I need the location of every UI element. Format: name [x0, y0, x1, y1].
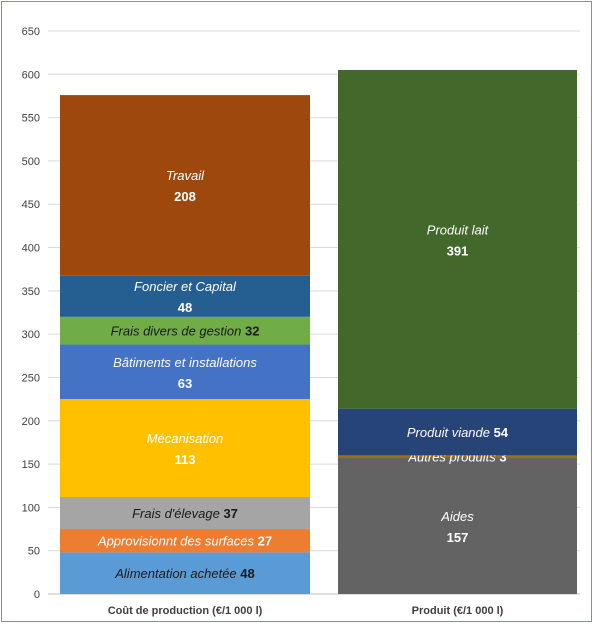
segment-label-name: Frais divers de gestion	[111, 324, 245, 339]
y-tick-label: 200	[22, 416, 40, 428]
segment-label-value: 54	[494, 425, 509, 440]
y-tick-label: 650	[22, 26, 40, 38]
bar-segment-foncier-et-capital	[60, 275, 310, 317]
segment-label-mecanisation: Mécanisation	[147, 431, 224, 446]
y-tick-label: 600	[22, 69, 40, 81]
segment-label-frais-d-elevage: Frais d'élevage 37	[132, 506, 238, 521]
segment-value-produit-lait: 391	[447, 243, 469, 258]
segment-label-value: 3	[499, 450, 506, 465]
y-tick-label: 500	[22, 156, 40, 168]
y-tick-label: 450	[22, 199, 40, 211]
bar-segment-mecanisation	[60, 399, 310, 497]
segment-label-name: Alimentation achetée	[114, 566, 240, 581]
bar-segment-frais-divers-de-gestion	[60, 316, 310, 345]
bar-segment-produit-viande	[338, 408, 577, 456]
bar-segment-frais-d-elevage	[60, 496, 310, 530]
segment-label-value: 32	[245, 324, 259, 339]
segment-value-foncier-et-capital: 48	[178, 300, 192, 315]
segment-label-travail: Travail	[166, 168, 205, 183]
y-tick-label: 250	[22, 372, 40, 384]
bar-segment-autres-produits	[338, 455, 577, 459]
segment-label-alimentation-achetee: Alimentation achetée 48	[114, 566, 255, 581]
segment-label-frais-divers-de-gestion: Frais divers de gestion 32	[111, 324, 260, 339]
x-category-label: Produit (€/1 000 l)	[412, 605, 504, 617]
segment-label-value: 37	[223, 506, 237, 521]
bar-segment-batiments-et-installations	[60, 344, 310, 400]
segment-label-value: 48	[240, 566, 254, 581]
y-tick-label: 100	[22, 502, 40, 514]
segment-label-foncier-et-capital: Foncier et Capital	[134, 279, 237, 294]
bar-segment-aides	[338, 458, 577, 594]
segment-label-produit-viande: Produit viande 54	[407, 425, 509, 440]
bar-segment-produit-lait	[338, 69, 577, 409]
y-tick-label: 300	[22, 329, 40, 341]
y-tick-label: 400	[22, 243, 40, 255]
segment-label-name: Approvisionnt des surfaces	[97, 534, 258, 549]
y-tick-label: 0	[34, 589, 40, 601]
y-tick-label: 150	[22, 459, 40, 471]
segment-value-mecanisation: 113	[175, 452, 196, 467]
y-tick-label: 350	[22, 286, 40, 298]
segment-value-travail: 208	[174, 189, 196, 204]
segment-label-aides: Aides	[440, 509, 474, 524]
segment-label-value: 27	[258, 534, 272, 549]
segment-label-name: Frais d'élevage	[132, 506, 223, 521]
segment-label-approvisionnt-des-surfaces: Approvisionnt des surfaces 27	[97, 534, 272, 549]
y-tick-label: 550	[22, 113, 40, 125]
y-tick-label: 50	[28, 546, 40, 558]
segment-value-aides: 157	[447, 530, 469, 545]
segment-label-produit-lait: Produit lait	[427, 222, 490, 237]
bar-segment-approvisionnt-des-surfaces	[60, 529, 310, 553]
x-category-label: Coût de production (€/1 000 l)	[108, 605, 263, 617]
segment-value-batiments-et-installations: 63	[178, 376, 192, 391]
segment-label-batiments-et-installations: Bâtiments et installations	[113, 355, 257, 370]
segment-label-name: Produit viande	[407, 425, 494, 440]
bar-segment-travail	[60, 95, 310, 276]
bar-segment-alimentation-achetee	[60, 552, 310, 594]
